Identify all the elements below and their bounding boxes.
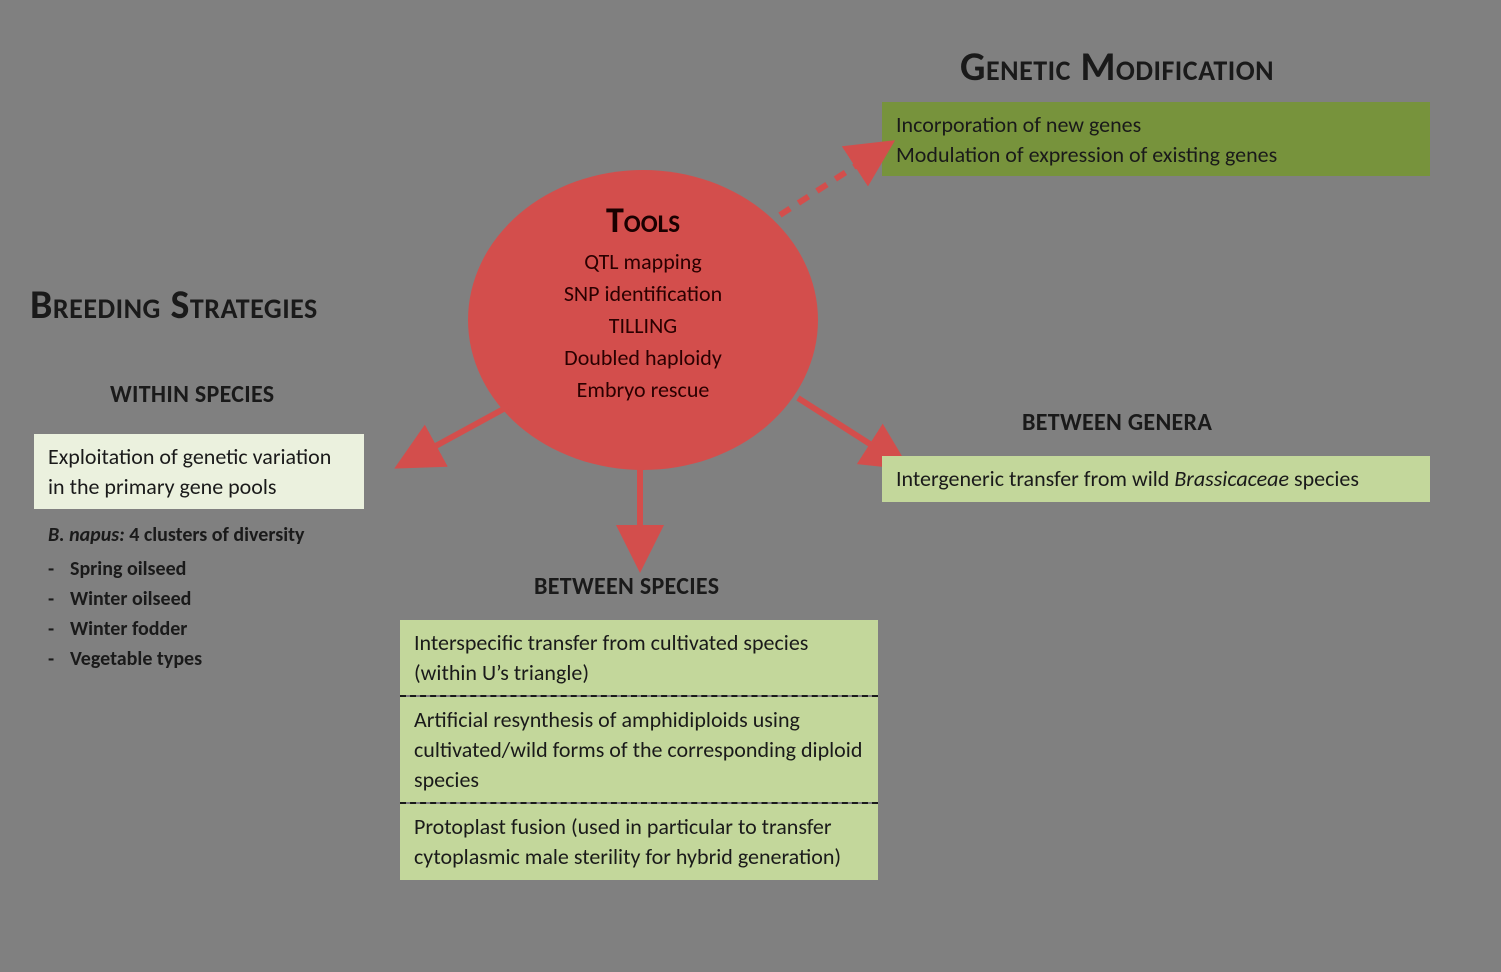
between-genera-text-italic: Brassicaceae [1174, 465, 1289, 492]
tools-item: SNP identification [468, 278, 818, 310]
genmod-line1: Incorporation of new genes [896, 110, 1416, 140]
tools-item: TILLING [468, 310, 818, 342]
between-species-heading: BETWEEN SPECIES [534, 572, 719, 601]
tools-circle: Tools QTL mapping SNP identification TIL… [468, 170, 818, 470]
within-species-box: Exploitation of genetic variation in the… [34, 434, 364, 509]
tools-title: Tools [468, 170, 818, 242]
notes-title-rest: 4 clusters of diversity [125, 523, 305, 547]
notes-title-italic: B. napus: [48, 523, 125, 547]
between-genera-box: Intergeneric transfer from wild Brassica… [882, 456, 1430, 502]
notes-item: Spring oilseed [48, 554, 378, 584]
between-genera-heading: BETWEEN GENERA [1022, 408, 1212, 437]
within-species-notes: B. napus: 4 clusters of diversity Spring… [48, 520, 378, 674]
tools-items: QTL mapping SNP identification TILLING D… [468, 246, 818, 405]
notes-title: B. napus: 4 clusters of diversity [48, 520, 378, 550]
notes-item: Vegetable types [48, 644, 378, 674]
genetic-modification-title: Genetic Modification [960, 42, 1274, 91]
genmod-line2: Modulation of expression of existing gen… [896, 140, 1416, 170]
breeding-strategies-title: Breeding Strategies [30, 280, 318, 329]
between-genera-text-post: species [1289, 465, 1359, 492]
genetic-modification-box: Incorporation of new genes Modulation of… [882, 102, 1430, 176]
tools-item: Embryo rescue [468, 374, 818, 406]
notes-item: Winter fodder [48, 614, 378, 644]
tools-item: QTL mapping [468, 246, 818, 278]
between-species-box: Interspecific transfer from cultivated s… [400, 620, 878, 880]
between-species-item-2: Artificial resynthesis of amphidiploids … [400, 697, 878, 802]
between-genera-text-pre: Intergeneric transfer from wild [896, 465, 1174, 492]
notes-item: Winter oilseed [48, 584, 378, 614]
between-species-item-3: Protoplast fusion (used in particular to… [400, 804, 878, 879]
arrow-to-between-genera [798, 398, 895, 460]
between-species-item-1: Interspecific transfer from cultivated s… [400, 620, 878, 695]
within-species-heading: WITHIN SPECIES [110, 380, 274, 409]
tools-item: Doubled haploidy [468, 342, 818, 374]
